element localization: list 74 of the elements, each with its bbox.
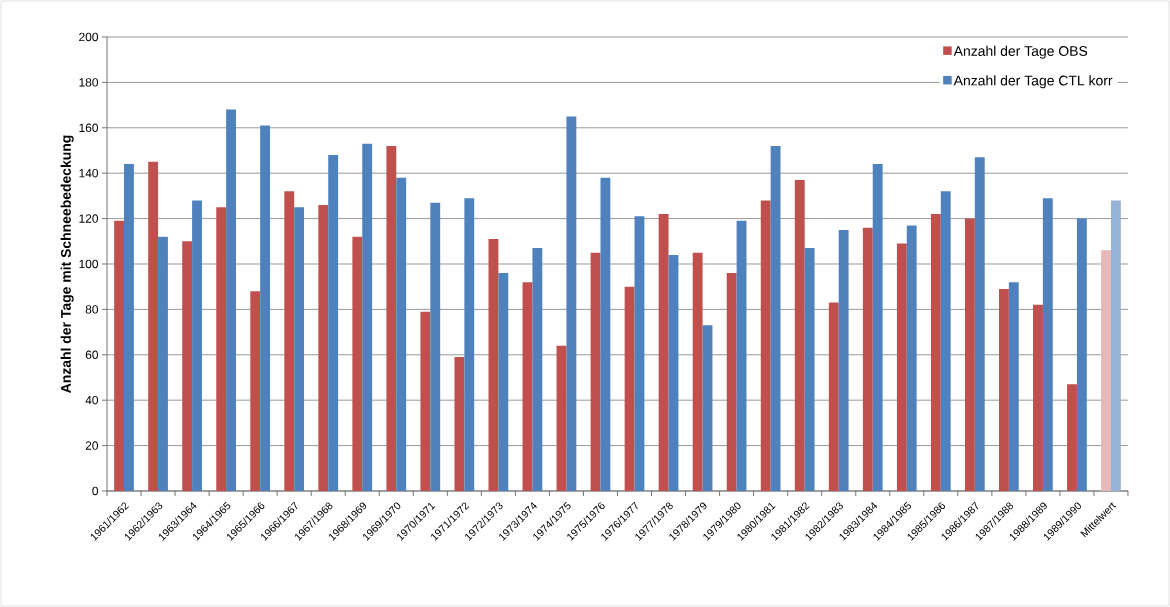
bar (182, 241, 193, 491)
y-tick-label: 120 (79, 214, 99, 223)
bar (454, 357, 465, 491)
y-tick-label: 80 (85, 305, 99, 314)
bar (999, 288, 1009, 491)
bar (760, 200, 771, 491)
bar (736, 220, 747, 491)
y-tick-label: 140 (79, 168, 99, 178)
bar (386, 145, 397, 491)
bar (862, 227, 873, 491)
bar (192, 200, 202, 491)
bar (1101, 250, 1111, 491)
bar (352, 236, 363, 491)
bar (964, 218, 975, 491)
bar (668, 254, 679, 491)
bar (624, 286, 635, 491)
bar (702, 325, 713, 491)
bar (226, 109, 236, 491)
bar (464, 198, 475, 491)
bar (930, 214, 941, 491)
y-tick-label: 60 (85, 350, 99, 360)
bar (1076, 218, 1087, 491)
bar (1042, 198, 1053, 491)
bar (804, 248, 815, 491)
bar (692, 252, 703, 491)
y-tick-label: 200 (79, 32, 99, 42)
legend-label: Anzahl der Tage CTL korr (953, 75, 1113, 89)
bar (362, 143, 373, 491)
bar (328, 155, 339, 491)
bar (1033, 304, 1043, 491)
bar (284, 191, 295, 491)
bar (600, 177, 611, 491)
bar (658, 214, 669, 491)
bar (216, 207, 227, 491)
bar (794, 179, 805, 491)
bar (260, 125, 271, 491)
bar (158, 236, 168, 491)
bar (906, 225, 917, 491)
bar (318, 204, 329, 491)
y-tick-label: 100 (79, 259, 99, 269)
bar (566, 116, 577, 491)
bar (114, 220, 125, 491)
bar (430, 202, 441, 491)
y-tick-label: 40 (85, 395, 99, 405)
y-tick-label: 0 (92, 486, 99, 496)
bar (250, 291, 261, 491)
y-tick-label: 180 (79, 78, 99, 87)
bar (1008, 282, 1019, 491)
bar (872, 164, 883, 491)
bar (420, 311, 431, 491)
bar (634, 216, 645, 491)
bar (1067, 384, 1077, 491)
bar (590, 252, 601, 491)
bar (896, 243, 907, 491)
y-axis-title: Anzahl der Tage mit Schneebedeckung (60, 135, 74, 393)
bar (974, 157, 985, 491)
y-tick-label: 20 (85, 441, 99, 450)
bar (828, 302, 839, 491)
bar (396, 177, 407, 491)
bar (726, 273, 737, 491)
legend-label: Anzahl der Tage OBS (953, 45, 1088, 59)
bar (498, 273, 509, 491)
bar (940, 191, 951, 491)
bar (770, 145, 781, 491)
bar (488, 239, 499, 491)
bar (522, 282, 533, 491)
bar (148, 161, 159, 491)
bar (532, 248, 543, 491)
bar (294, 207, 305, 491)
y-tick-label: 160 (79, 123, 99, 133)
bar (124, 164, 134, 491)
bar (838, 229, 849, 491)
bar (1110, 200, 1121, 491)
bar (556, 345, 567, 491)
